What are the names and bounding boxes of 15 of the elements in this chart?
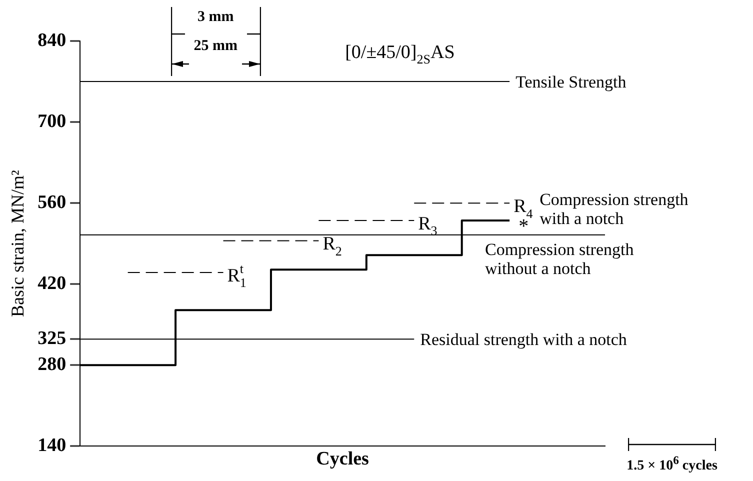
x-axis-title: Cycles [316,448,369,470]
series-label: Residual strength with a notch [420,330,628,350]
text: 1.5 × 10$^{6}$ cycles [626,454,718,475]
y-axis-title: Basic strain, MN/m² [8,170,28,318]
y-tick-label: 560 [38,192,66,213]
y-tick-label: 420 [38,273,66,294]
y-tick-label: 700 [38,110,66,132]
annotation: Compression strength with a notch [540,190,689,228]
y-tick-label: 280 [38,354,66,376]
annotation: * [518,215,529,238]
series-label: Tensile Strength [516,72,627,92]
y-tick-label: 325 [38,328,66,350]
y-tick-label: 140 [38,435,66,456]
series-label: Compression strength without a notch [485,240,634,278]
y-tick-label: 840 [38,30,66,51]
